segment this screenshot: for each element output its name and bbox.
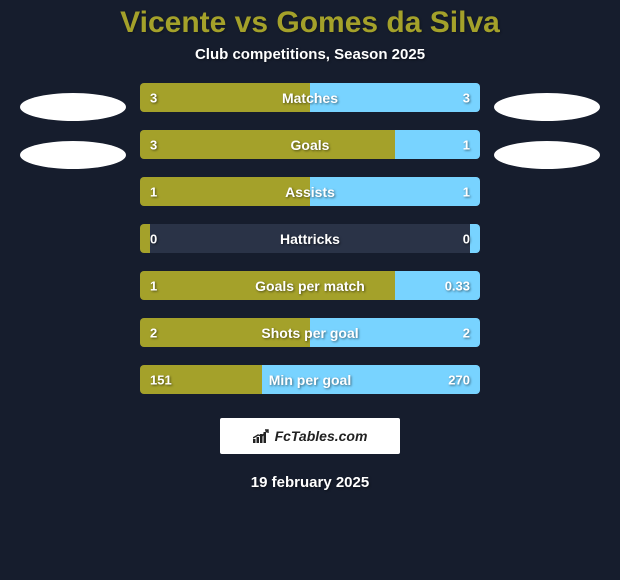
stat-bar: Goals 3 1 <box>140 130 480 159</box>
stat-bar-label: Hattricks <box>280 231 340 247</box>
stat-bar: Matches 3 3 <box>140 83 480 112</box>
stat-bar-left-value: 2 <box>150 325 157 340</box>
stat-bar-left-value: 151 <box>150 372 172 387</box>
stat-bar-right-value: 0 <box>463 231 470 246</box>
stat-bar-label: Goals per match <box>255 278 365 294</box>
chart-grow-icon <box>253 429 271 443</box>
stat-bar-left-value: 1 <box>150 278 157 293</box>
stat-bar-right-value: 3 <box>463 90 470 105</box>
stat-bar-right-fill <box>310 177 480 206</box>
stat-bar-label: Assists <box>285 184 335 200</box>
comparison-card: Vicente vs Gomes da Silva Club competiti… <box>0 0 620 580</box>
stat-bar-right-value: 1 <box>463 184 470 199</box>
stat-bar: Min per goal 151 270 <box>140 365 480 394</box>
stat-bar-label: Matches <box>282 90 338 106</box>
stat-bar: Shots per goal 2 2 <box>140 318 480 347</box>
left-avatar-col <box>20 93 126 169</box>
watermark: FcTables.com <box>220 418 400 454</box>
avatar-placeholder <box>20 93 126 121</box>
main-area: Matches 3 3 Goals 3 1 Assists 1 1 Hattricks 0 0 Goal… <box>0 83 620 394</box>
stats-bars: Matches 3 3 Goals 3 1 Assists 1 1 Hattricks 0 0 Goal… <box>140 83 480 394</box>
stat-bar: Hattricks 0 0 <box>140 224 480 253</box>
stat-bar-left-value: 3 <box>150 90 157 105</box>
page-title: Vicente vs Gomes da Silva <box>0 0 620 46</box>
date: 19 february 2025 <box>0 474 620 491</box>
right-avatar-col <box>494 93 600 169</box>
stat-bar-right-fill <box>470 224 480 253</box>
avatar-placeholder <box>494 93 600 121</box>
stat-bar: Goals per match 1 0.33 <box>140 271 480 300</box>
stat-bar-right-value: 2 <box>463 325 470 340</box>
stat-bar-left-value: 0 <box>150 231 157 246</box>
stat-bar-right-value: 270 <box>448 372 470 387</box>
stat-bar-label: Min per goal <box>269 372 351 388</box>
stat-bar: Assists 1 1 <box>140 177 480 206</box>
stat-bar-left-value: 1 <box>150 184 157 199</box>
stat-bar-left-fill <box>140 130 395 159</box>
stat-bar-label: Shots per goal <box>261 325 358 341</box>
stat-bar-right-value: 0.33 <box>445 278 470 293</box>
avatar-placeholder <box>20 141 126 169</box>
stat-bar-right-value: 1 <box>463 137 470 152</box>
avatar-placeholder <box>494 141 600 169</box>
watermark-text: FcTables.com <box>275 428 368 444</box>
stat-bar-left-value: 3 <box>150 137 157 152</box>
subtitle: Club competitions, Season 2025 <box>0 46 620 83</box>
stat-bar-left-fill <box>140 224 150 253</box>
stat-bar-label: Goals <box>291 137 330 153</box>
